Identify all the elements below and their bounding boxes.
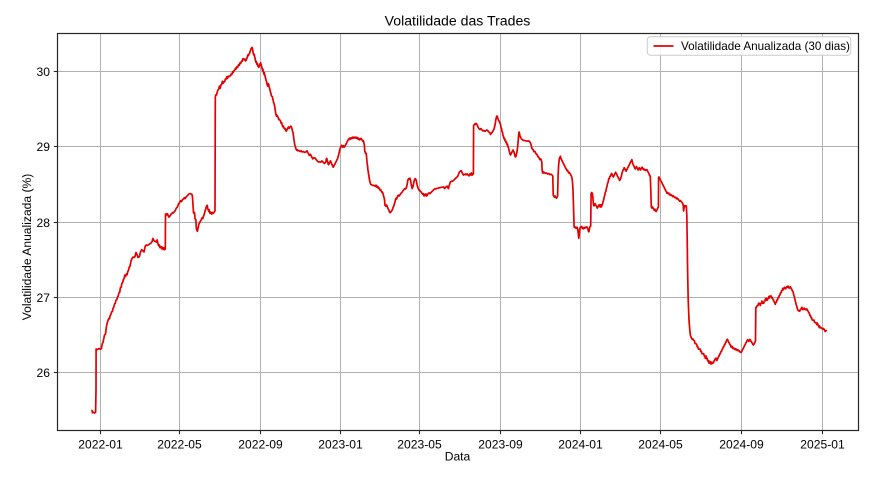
- svg-text:Volatilidade Anualizada (%): Volatilidade Anualizada (%): [20, 174, 34, 321]
- svg-text:30: 30: [37, 65, 51, 79]
- svg-text:28: 28: [37, 216, 51, 230]
- svg-text:Data: Data: [445, 449, 471, 463]
- svg-text:2022-09: 2022-09: [238, 438, 283, 452]
- svg-text:2023-05: 2023-05: [397, 438, 442, 452]
- svg-text:2025-01: 2025-01: [800, 438, 845, 452]
- svg-text:Volatilidade Anualizada (30 di: Volatilidade Anualizada (30 dias): [681, 40, 850, 53]
- svg-text:Volatilidade das Trades: Volatilidade das Trades: [385, 12, 531, 28]
- svg-text:2022-01: 2022-01: [78, 438, 123, 452]
- svg-text:2023-01: 2023-01: [318, 438, 363, 452]
- svg-text:2022-05: 2022-05: [157, 438, 202, 452]
- svg-text:29: 29: [37, 140, 51, 154]
- svg-text:2024-05: 2024-05: [638, 438, 683, 452]
- svg-text:2024-01: 2024-01: [558, 438, 603, 452]
- svg-text:2023-09: 2023-09: [478, 438, 523, 452]
- svg-text:2024-09: 2024-09: [719, 438, 764, 452]
- svg-text:27: 27: [37, 291, 51, 305]
- svg-text:26: 26: [37, 366, 51, 380]
